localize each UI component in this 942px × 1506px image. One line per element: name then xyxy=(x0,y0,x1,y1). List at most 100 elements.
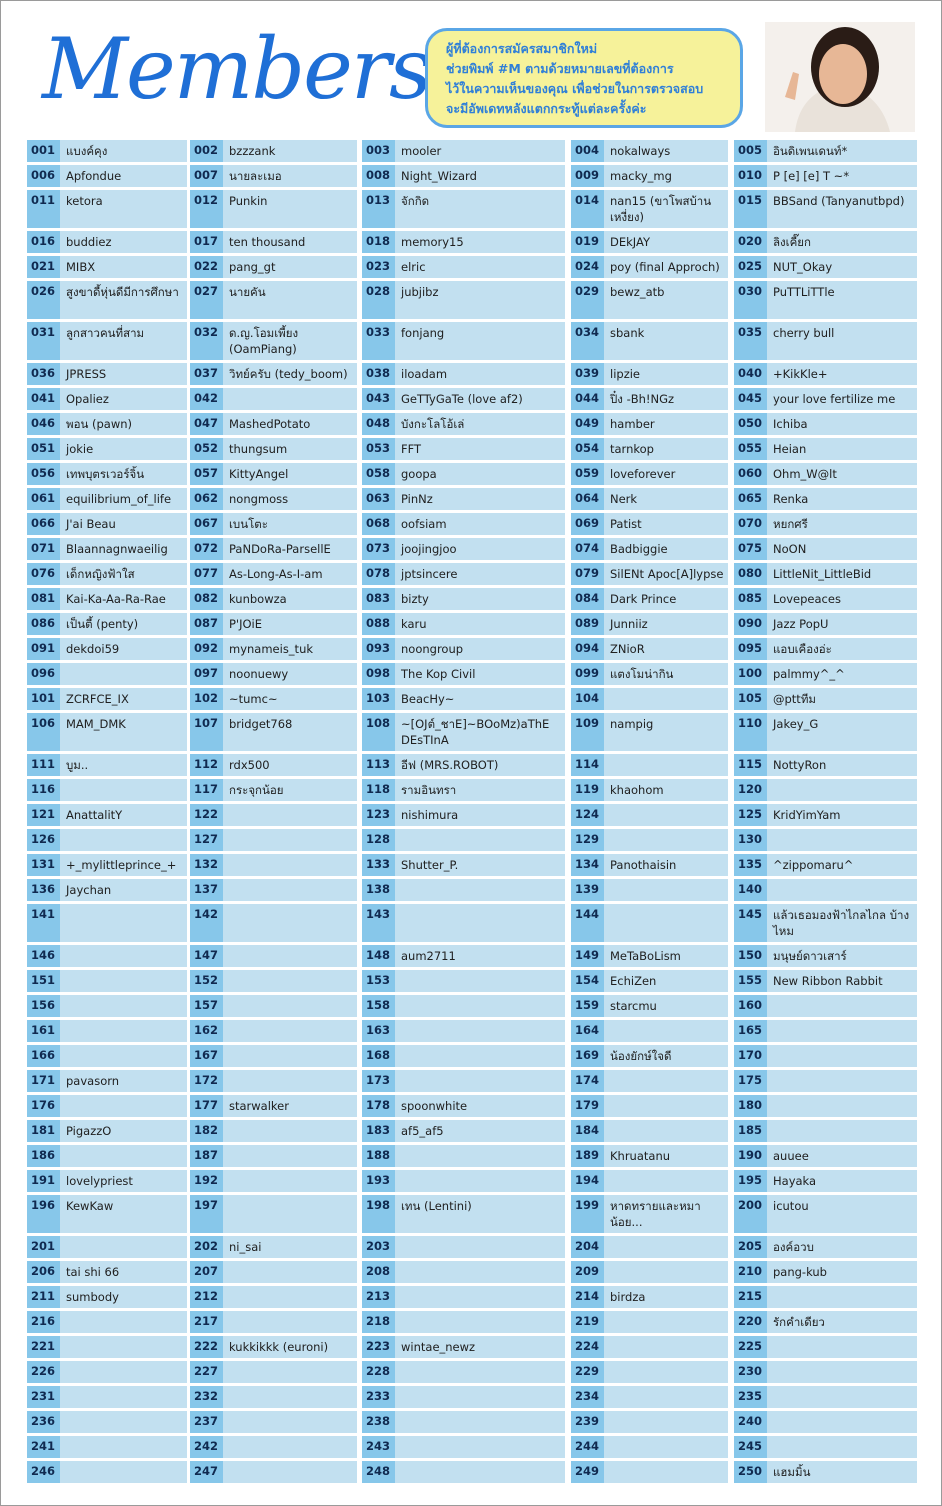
member-name xyxy=(395,1170,565,1192)
photo-face xyxy=(819,44,867,104)
member-name: palmmy^_^ xyxy=(767,663,917,685)
member-cell: 021 MIBX xyxy=(27,256,187,278)
member-name: ~[OJต์_ชาE]~BOoMz)aThE DEsTInA xyxy=(395,713,565,751)
member-name: MIBX xyxy=(60,256,187,278)
member-name: kunbowza xyxy=(223,588,357,610)
member-cell: 180 xyxy=(734,1095,917,1117)
member-cell: 014 nan15 (ขาโพสบ้านเหงี่ยง) xyxy=(571,190,728,228)
member-name xyxy=(604,804,728,826)
member-cell: 117 กระจุกน้อย xyxy=(190,779,357,801)
member-cell: 038 iloadam xyxy=(362,363,565,385)
member-name: Panothaisin xyxy=(604,854,728,876)
member-name: New Ribbon Rabbit xyxy=(767,970,917,992)
member-cell: 232 xyxy=(190,1386,357,1408)
member-name xyxy=(395,1020,565,1042)
member-cell: 011 ketora xyxy=(27,190,187,228)
member-number: 135 xyxy=(734,854,767,876)
member-name xyxy=(767,1336,917,1358)
member-cell: 159 starcmu xyxy=(571,995,728,1017)
member-name: รามอินทรา xyxy=(395,779,565,801)
member-number: 199 xyxy=(571,1195,604,1233)
member-name xyxy=(604,688,728,710)
member-number: 190 xyxy=(734,1145,767,1167)
member-name: ZNioR xyxy=(604,638,728,660)
member-name: KittyAngel xyxy=(223,463,357,485)
member-name: P [e] [e] T ~* xyxy=(767,165,917,187)
member-name xyxy=(767,995,917,1017)
member-name: วิทย์ครับ (tedy_boom) xyxy=(223,363,357,385)
member-cell: 066 J'ai Beau xyxy=(27,513,187,535)
member-name xyxy=(767,1095,917,1117)
member-name xyxy=(223,1070,357,1092)
member-name: iloadam xyxy=(395,363,565,385)
member-cell: 170 xyxy=(734,1045,917,1067)
member-name xyxy=(395,1361,565,1383)
member-name xyxy=(223,879,357,901)
member-number: 206 xyxy=(27,1261,60,1283)
member-cell: 199 หาดทรายและหมาน้อย... xyxy=(571,1195,728,1233)
member-number: 167 xyxy=(190,1045,223,1067)
member-number: 029 xyxy=(571,281,604,319)
member-name: DEkJAY xyxy=(604,231,728,253)
member-cell: 141 xyxy=(27,904,187,942)
member-cell: 006 Apfondue xyxy=(27,165,187,187)
member-name: เป็นตี้ (penty) xyxy=(60,613,187,635)
member-name xyxy=(223,1045,357,1067)
member-number: 166 xyxy=(27,1045,60,1067)
member-number: 075 xyxy=(734,538,767,560)
member-number: 055 xyxy=(734,438,767,460)
member-number: 048 xyxy=(362,413,395,435)
member-number: 242 xyxy=(190,1436,223,1458)
member-name xyxy=(60,1311,187,1333)
member-name: goopa xyxy=(395,463,565,485)
member-number: 172 xyxy=(190,1070,223,1092)
member-name xyxy=(767,1411,917,1433)
member-number: 042 xyxy=(190,388,223,410)
member-name xyxy=(604,829,728,851)
member-number: 165 xyxy=(734,1020,767,1042)
member-cell: 185 xyxy=(734,1120,917,1142)
member-name xyxy=(395,1386,565,1408)
member-number: 052 xyxy=(190,438,223,460)
member-cell: 096 xyxy=(27,663,187,685)
member-cell: 228 xyxy=(362,1361,565,1383)
member-number: 116 xyxy=(27,779,60,801)
member-name xyxy=(60,1361,187,1383)
member-cell: 166 xyxy=(27,1045,187,1067)
member-number: 089 xyxy=(571,613,604,635)
member-number: 105 xyxy=(734,688,767,710)
member-number: 019 xyxy=(571,231,604,253)
member-number: 231 xyxy=(27,1386,60,1408)
member-cell: 202 ni_sai xyxy=(190,1236,357,1258)
member-name: kukkikkk (euroni) xyxy=(223,1336,357,1358)
member-number: 066 xyxy=(27,513,60,535)
member-number: 142 xyxy=(190,904,223,942)
member-name: Ohm_W@lt xyxy=(767,463,917,485)
member-cell: 074 Badbiggie xyxy=(571,538,728,560)
member-cell: 150 มนุษย์ดาวเสาร์ xyxy=(734,945,917,967)
member-name xyxy=(604,1095,728,1117)
member-number: 038 xyxy=(362,363,395,385)
member-number: 016 xyxy=(27,231,60,253)
member-name: P'JOiE xyxy=(223,613,357,635)
member-name xyxy=(60,1336,187,1358)
member-number: 087 xyxy=(190,613,223,635)
member-name: Khruatanu xyxy=(604,1145,728,1167)
member-cell: 187 xyxy=(190,1145,357,1167)
member-number: 177 xyxy=(190,1095,223,1117)
member-cell: 109 nampig xyxy=(571,713,728,751)
member-name xyxy=(395,1436,565,1458)
member-name xyxy=(604,1336,728,1358)
member-cell: 128 xyxy=(362,829,565,851)
member-number: 032 xyxy=(190,322,223,360)
member-cell: 010 P [e] [e] T ~* xyxy=(734,165,917,187)
member-number: 104 xyxy=(571,688,604,710)
member-cell: 030 PuTTLiTTle xyxy=(734,281,917,319)
member-cell: 004 nokalways xyxy=(571,140,728,162)
member-name xyxy=(767,1286,917,1308)
member-cell: 176 xyxy=(27,1095,187,1117)
member-number: 018 xyxy=(362,231,395,253)
member-name: Night_Wizard xyxy=(395,165,565,187)
member-cell: 088 karu xyxy=(362,613,565,635)
member-number: 094 xyxy=(571,638,604,660)
